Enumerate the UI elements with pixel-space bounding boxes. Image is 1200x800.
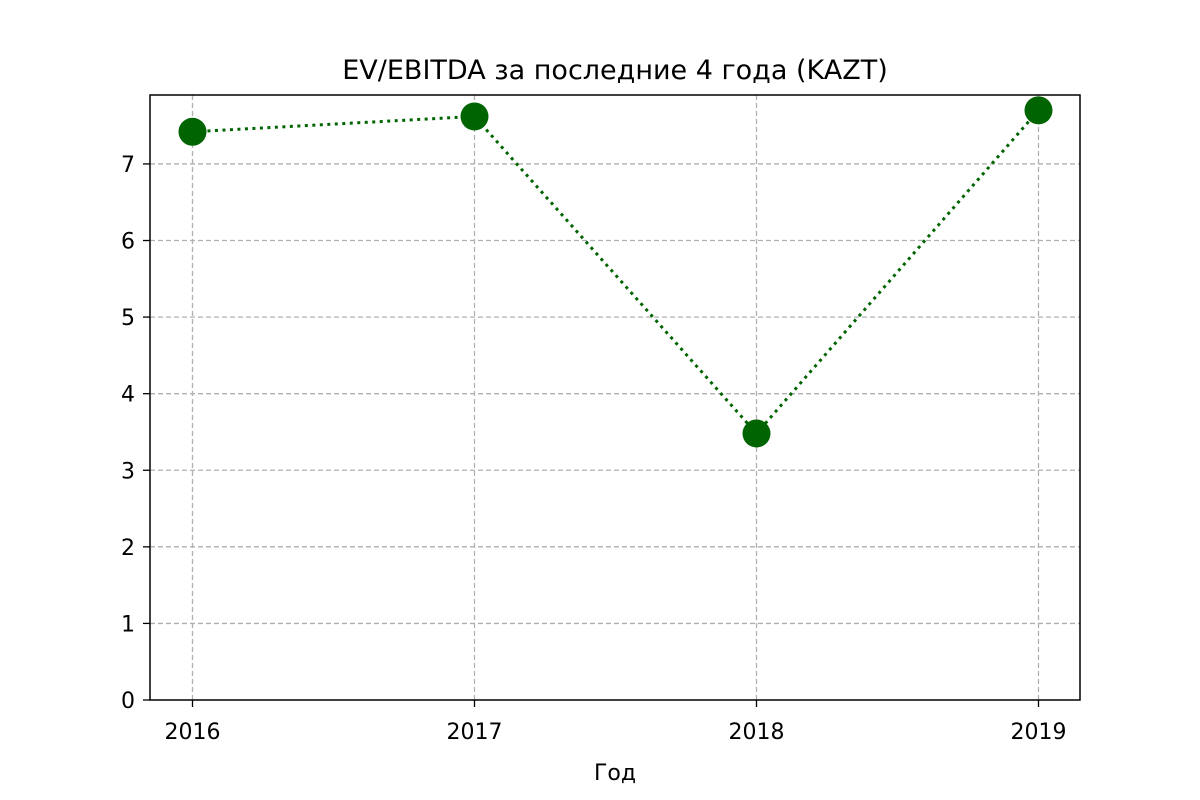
axis-ticks: 2016 2017 2018 2019 0 1 2 3 4 5 6 7	[121, 153, 1067, 745]
chart-title: EV/EBITDA за последние 4 года (KAZT)	[342, 55, 887, 86]
data-point	[178, 117, 207, 146]
y-tick-label: 5	[121, 306, 135, 331]
x-tick-label: 2018	[729, 720, 785, 745]
y-tick-label: 0	[121, 689, 135, 714]
y-tick-label: 3	[121, 459, 135, 484]
grid	[150, 95, 1080, 700]
y-tick-label: 1	[121, 612, 135, 637]
series-line	[178, 96, 1053, 448]
x-tick-label: 2016	[165, 720, 221, 745]
plot-frame	[149, 94, 1081, 701]
y-tick-label: 2	[121, 536, 135, 561]
x-tick-label: 2017	[447, 720, 503, 745]
data-point	[460, 102, 489, 131]
y-tick-label: 7	[121, 153, 135, 178]
data-point	[742, 419, 771, 448]
y-tick-label: 4	[121, 383, 135, 408]
x-tick-label: 2019	[1011, 720, 1067, 745]
series-path	[192, 109, 1040, 436]
data-point	[1024, 96, 1053, 125]
x-axis-title: Год	[594, 761, 636, 786]
y-tick-label: 6	[121, 230, 135, 255]
